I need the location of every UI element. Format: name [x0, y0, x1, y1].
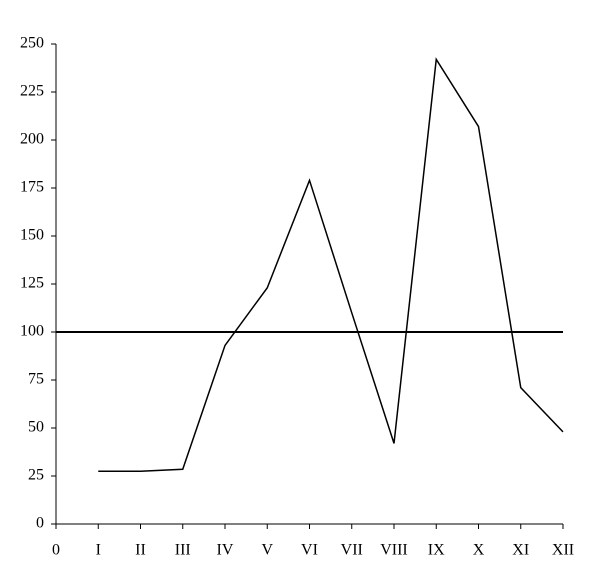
- y-tick-label: 0: [36, 515, 44, 532]
- x-tick-label: VII: [341, 542, 363, 559]
- data-line: [98, 57, 564, 472]
- x-tick-label: V: [261, 542, 273, 559]
- y-tick-label: 125: [20, 275, 44, 292]
- x-tick-label: X: [473, 542, 485, 559]
- y-tick-label: 75: [28, 371, 44, 388]
- x-tick-label: III: [175, 542, 191, 559]
- x-tick-label: 0: [52, 542, 60, 559]
- x-tick-label: II: [135, 542, 146, 559]
- y-tick-label: 25: [28, 467, 44, 484]
- y-tick-label: 250: [20, 35, 44, 52]
- x-tick-label: XI: [512, 542, 529, 559]
- x-tick-label: IV: [217, 542, 234, 559]
- y-tick-label: 50: [28, 419, 44, 436]
- x-tick-label: VIII: [380, 542, 408, 559]
- x-tick-label: XII: [552, 542, 574, 559]
- y-tick-label: 175: [20, 179, 44, 196]
- y-tick-label: 100: [20, 323, 44, 340]
- x-tick-label: I: [96, 542, 101, 559]
- y-tick-label: 200: [20, 131, 44, 148]
- y-tick-label: 150: [20, 227, 44, 244]
- x-tick-label: IX: [428, 542, 445, 559]
- y-tick-label: 225: [20, 83, 44, 100]
- x-tick-label: VI: [301, 542, 318, 559]
